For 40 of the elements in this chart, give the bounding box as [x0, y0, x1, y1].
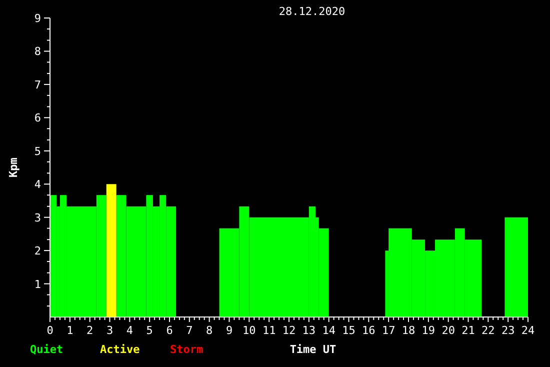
x-tick-label: 12	[282, 324, 296, 337]
chart-title: 28.12.2020	[278, 5, 346, 18]
x-tick-label: 9	[226, 324, 233, 337]
text: Storm	[170, 343, 204, 356]
text: Quiet	[30, 343, 64, 356]
x-tick-label: 10	[242, 324, 256, 337]
x-tick-label: 17	[382, 324, 396, 337]
y-tick-label: 2	[34, 244, 41, 258]
x-tick-label: 2	[86, 324, 94, 337]
x-tick-label: 13	[302, 324, 316, 337]
y-tick-label: 3	[34, 211, 41, 224]
x-tick-label: 11	[262, 324, 276, 337]
x-tick-label: 21	[462, 324, 475, 337]
text: Active	[100, 343, 140, 356]
y-axis-title: Kpm	[7, 157, 20, 178]
x-tick-label: 20	[442, 324, 455, 337]
x-tick-label: 23	[501, 324, 515, 337]
x-tick-label: 4	[126, 324, 134, 337]
x-tick-label: 24	[521, 324, 535, 337]
x-tick-label: 8	[206, 324, 213, 337]
x-tick-label: 0	[46, 324, 54, 337]
x-tick-label: 16	[362, 324, 376, 337]
x-axis-title: Time UT	[290, 343, 337, 356]
x-tick-label: 22	[482, 324, 495, 337]
x-tick-label: 18	[402, 324, 416, 337]
y-tick-label: 8	[34, 45, 41, 58]
x-tick-label: 1	[66, 324, 74, 337]
x-tick-label: 6	[166, 324, 173, 337]
x-tick-label: 14	[322, 324, 336, 337]
x-tick-label: 7	[186, 324, 193, 337]
y-tick-label: 6	[34, 112, 41, 125]
x-tick-label: 15	[342, 324, 356, 337]
y-tick-label: 5	[34, 144, 41, 158]
y-tick-label: 4	[34, 178, 42, 192]
y-tick-label: 1	[34, 278, 41, 291]
y-tick-label: 9	[34, 12, 41, 25]
x-tick-label: 5	[146, 324, 153, 337]
y-tick-label: 7	[34, 78, 41, 92]
x-tick-label: 19	[422, 324, 436, 337]
x-tick-label: 3	[106, 324, 114, 337]
